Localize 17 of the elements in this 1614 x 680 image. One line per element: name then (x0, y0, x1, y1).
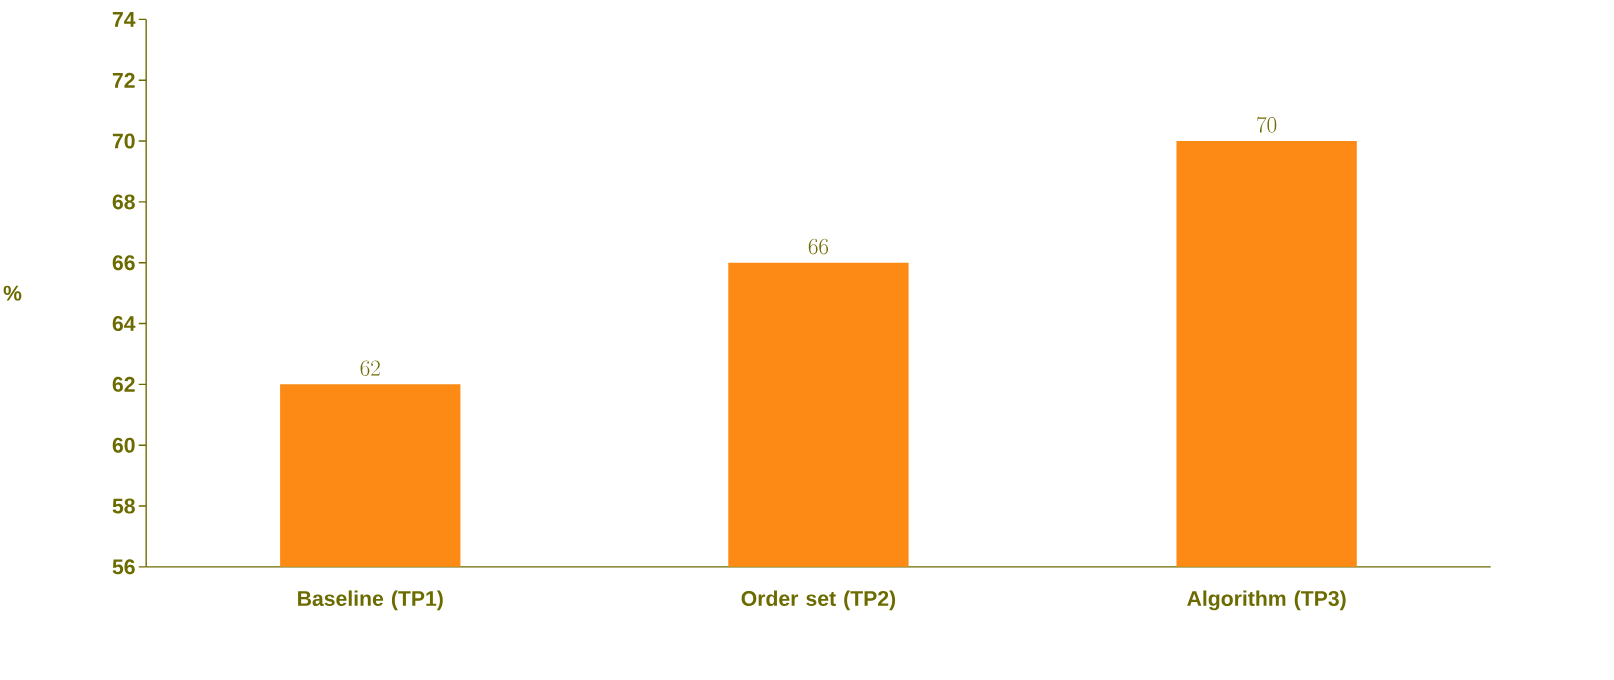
data-label: 70 (1257, 116, 1277, 133)
y-tick-label: 60 (112, 437, 135, 453)
data-label: 66 (808, 238, 829, 255)
x-tick-label: Order set (TP2) (741, 590, 896, 611)
y-tick-label: 62 (112, 377, 135, 393)
y-tick-label: 74 (112, 12, 136, 27)
y-tick-label: 66 (112, 255, 135, 271)
y-tick-label: 56 (112, 559, 135, 575)
y-axis-title: % (3, 285, 22, 301)
y-tick-label: 72 (112, 73, 135, 88)
y-tick-label: 70 (112, 133, 135, 149)
data-label: 62 (360, 360, 380, 377)
x-tick-label: Baseline (TP1) (298, 590, 443, 611)
x-tick-label: Algorithm (TP3) (1187, 590, 1346, 611)
y-tick-label: 64 (112, 316, 136, 332)
y-tick-label: 58 (112, 498, 135, 514)
y-tick-label: 68 (112, 194, 135, 210)
